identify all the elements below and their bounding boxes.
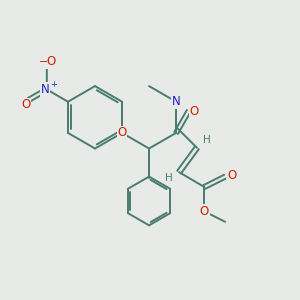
Text: O: O — [190, 104, 199, 118]
Text: −: − — [39, 57, 48, 67]
Text: +: + — [50, 80, 57, 89]
Text: O: O — [117, 126, 127, 140]
Text: O: O — [227, 169, 236, 182]
Text: O: O — [46, 55, 56, 68]
Text: H: H — [203, 135, 211, 145]
Text: H: H — [165, 173, 172, 183]
Text: N: N — [172, 95, 181, 108]
Text: O: O — [21, 98, 31, 111]
Text: O: O — [200, 205, 209, 218]
Text: N: N — [41, 83, 50, 96]
